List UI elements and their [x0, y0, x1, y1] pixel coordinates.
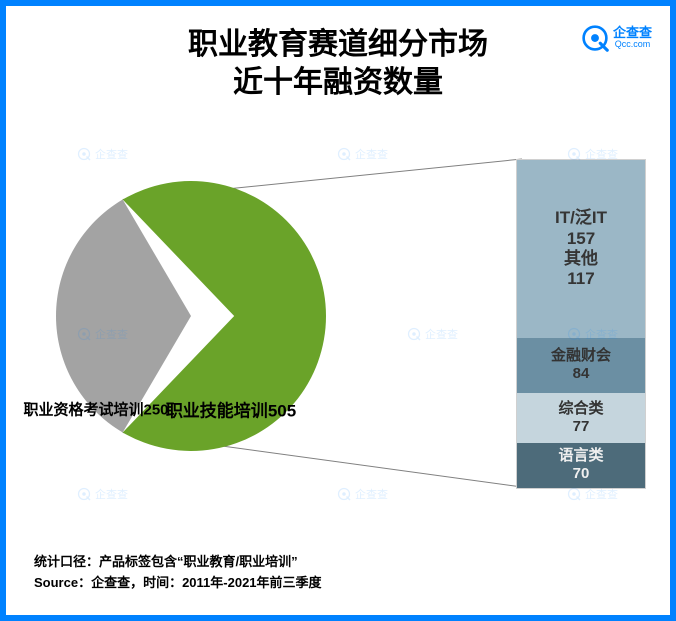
qcc-logo-icon — [581, 24, 609, 52]
bar-segment: 综合类77 — [517, 393, 645, 443]
chart-area: 职业技能培训505职业资格考试培训250 IT/泛IT157其他117金融财会8… — [6, 131, 670, 511]
logo-en: Qcc.com — [613, 40, 652, 49]
title-line-2: 近十年融资数量 — [6, 64, 670, 102]
footer-notes: 统计口径：产品标签包含“职业教育/职业培训” Source：企查查，时间：201… — [34, 551, 322, 593]
chart-frame: 职业教育赛道细分市场 近十年融资数量 企查查 Qcc.com 职业技能培训505… — [0, 0, 676, 621]
qcc-logo: 企查查 Qcc.com — [581, 24, 652, 52]
pie-slice-label: 职业技能培训505 — [166, 400, 296, 421]
title-area: 职业教育赛道细分市场 近十年融资数量 企查查 Qcc.com — [6, 6, 670, 101]
bar-segment: 语言类70 — [517, 443, 645, 488]
title-line-1: 职业教育赛道细分市场 — [6, 26, 670, 64]
bar-segment: IT/泛IT157其他117 — [517, 160, 645, 338]
bar-segment: 金融财会84 — [517, 338, 645, 393]
breakdown-bar: IT/泛IT157其他117金融财会84综合类77语言类70 — [516, 159, 646, 489]
logo-cn: 企查查 — [613, 26, 652, 40]
qcc-logo-text: 企查查 Qcc.com — [613, 26, 652, 49]
footer-line-2: Source：企查查，时间：2011年-2021年前三季度 — [34, 572, 322, 591]
pie-slice-label: 职业资格考试培训250 — [23, 402, 168, 421]
footer-line-1: 统计口径：产品标签包含“职业教育/职业培训” — [34, 551, 322, 570]
